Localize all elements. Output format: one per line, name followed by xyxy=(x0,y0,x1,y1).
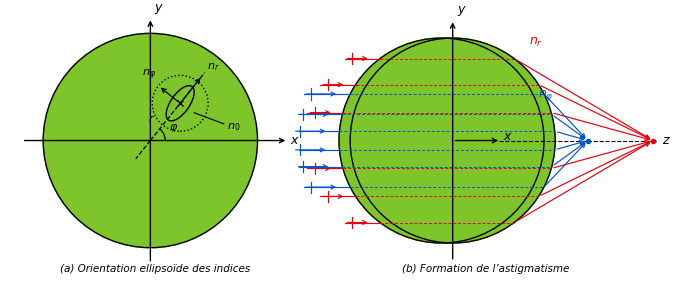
Text: (a) Orientation ellipsoïde des indices: (a) Orientation ellipsoïde des indices xyxy=(60,264,250,274)
Text: $y$: $y$ xyxy=(458,4,467,18)
Text: $r$: $r$ xyxy=(148,113,155,124)
Text: (b) Formation de l’astigmatisme: (b) Formation de l’astigmatisme xyxy=(402,264,569,274)
Circle shape xyxy=(350,38,555,243)
Text: $x$: $x$ xyxy=(503,130,513,143)
Circle shape xyxy=(339,38,544,243)
Text: $y$: $y$ xyxy=(154,2,164,16)
Text: $n_0$: $n_0$ xyxy=(194,113,240,133)
Text: $n_r$: $n_r$ xyxy=(529,36,543,49)
Text: $n_\varphi$: $n_\varphi$ xyxy=(539,88,554,103)
Text: $z$: $z$ xyxy=(663,134,671,147)
Text: $\varphi$: $\varphi$ xyxy=(169,122,178,134)
Text: $x$: $x$ xyxy=(290,134,300,147)
Circle shape xyxy=(43,33,257,248)
Text: $n_\varphi$: $n_\varphi$ xyxy=(142,68,156,82)
Text: $n_r$: $n_r$ xyxy=(207,61,220,73)
